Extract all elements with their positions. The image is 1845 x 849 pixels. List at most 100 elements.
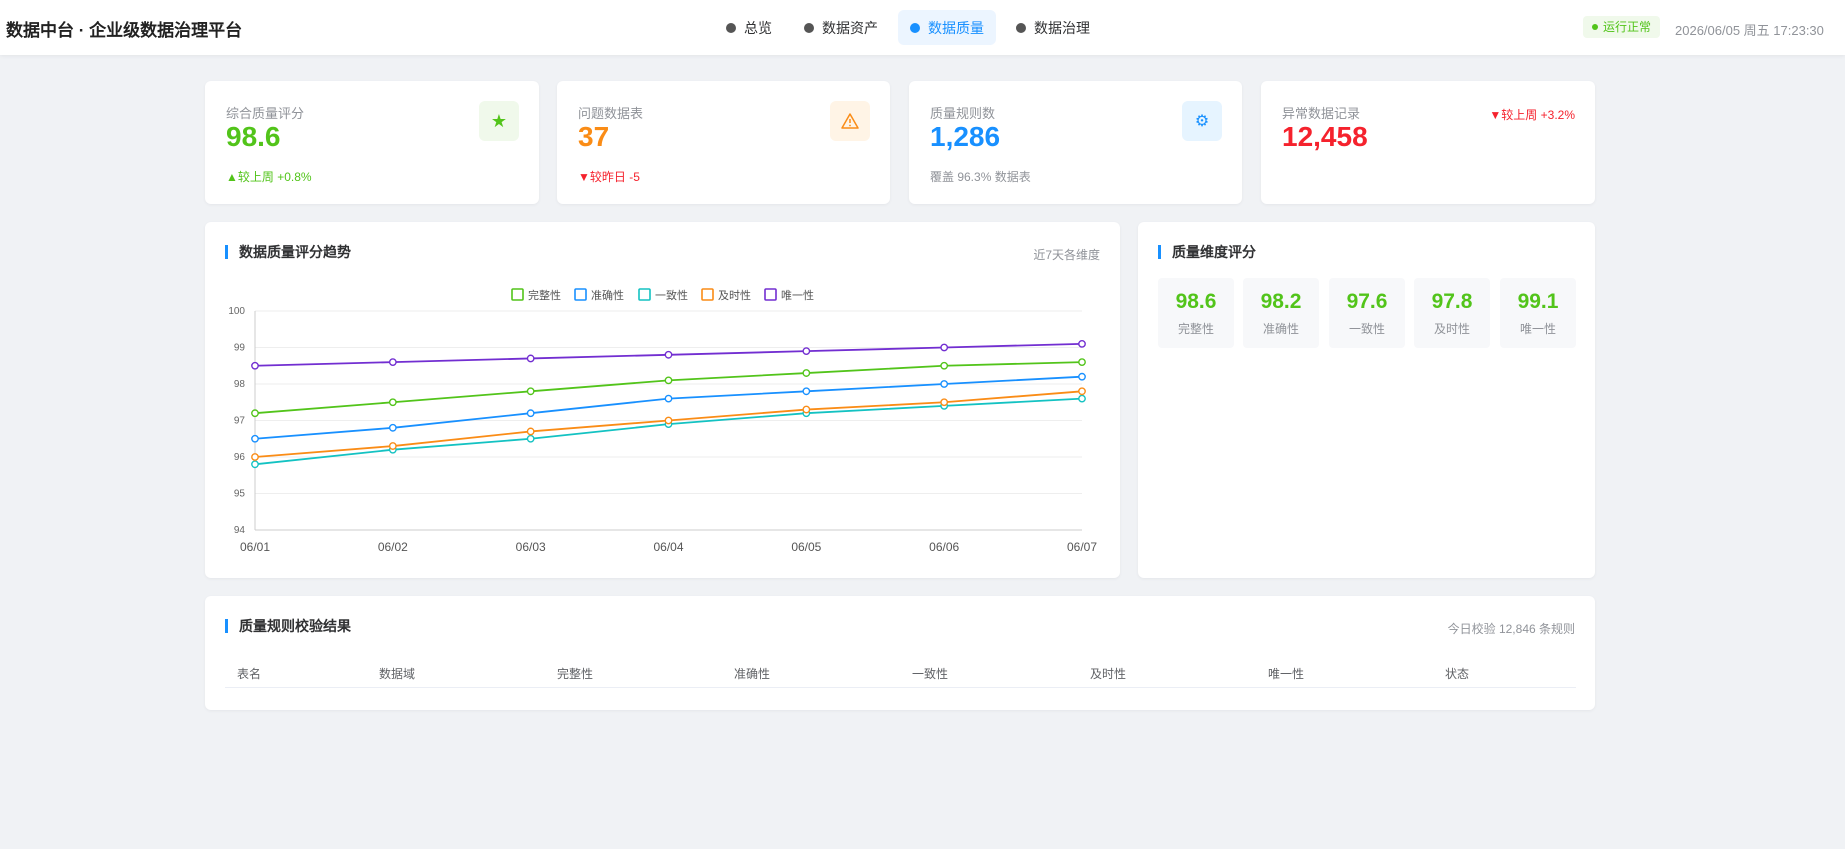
x-tick-label: 06/06	[929, 540, 959, 554]
dimension-score-completeness: 98.6 完整性	[1158, 278, 1234, 348]
data-point	[526, 354, 535, 363]
stat-title: 问题数据表	[578, 106, 644, 121]
dimension-panel: 质量维度评分 98.6 完整性 98.2 准确性 97.6 一致性 97.8 及…	[1138, 222, 1595, 578]
data-point	[802, 405, 811, 414]
data-point	[1078, 387, 1086, 396]
main-nav: 总览 数据资产 数据质量 数据治理	[714, 10, 1102, 45]
dimension-label: 唯一性	[1519, 322, 1556, 336]
nav-label: 数据治理	[1034, 19, 1090, 36]
y-tick-label: 100	[228, 306, 245, 317]
data-point	[251, 434, 259, 443]
dimension-value: 97.6	[1346, 290, 1388, 313]
x-tick-label: 06/01	[240, 540, 270, 554]
column-header[interactable]: 准确性	[734, 667, 771, 681]
gear-icon: ⚙	[1182, 101, 1222, 141]
data-point	[388, 358, 397, 367]
nav-label: 数据资产	[822, 19, 878, 36]
brand-title: 数据中台 · 企业级数据治理平台	[6, 21, 243, 40]
star-icon: ★	[479, 101, 519, 141]
column-header[interactable]: 完整性	[557, 667, 594, 681]
nav-quality[interactable]: 数据质量	[898, 10, 996, 45]
status-badge: 运行正常	[1583, 16, 1661, 38]
rules-panel: 质量规则校验结果 今日校验 12,846 条规则 表名 数据域 完整性 准确性 …	[205, 596, 1595, 710]
stat-value: 12,458	[1282, 121, 1368, 152]
panel-subtitle: 近7天各维度	[1033, 248, 1100, 262]
legend-label: 及时性	[718, 288, 751, 302]
data-point	[940, 361, 949, 370]
dimension-label: 一致性	[1348, 322, 1385, 336]
data-point	[1078, 339, 1086, 348]
y-tick-label: 97	[234, 416, 246, 427]
stat-trend: ▼较上周 +3.2%	[1489, 108, 1575, 122]
status-text: 运行正常	[1603, 20, 1652, 34]
dimension-value: 97.8	[1431, 290, 1473, 313]
nav-label: 总览	[744, 19, 772, 36]
stat-title: 质量规则数	[930, 106, 996, 121]
stat-title: 综合质量评分	[226, 106, 305, 121]
series-line	[254, 397, 1083, 466]
dimension-label: 准确性	[1262, 322, 1299, 336]
dot-icon	[1016, 22, 1026, 33]
stat-value: 98.6	[226, 121, 281, 152]
legend-swatch	[511, 288, 524, 301]
stat-card-abnormal-records: 异常数据记录 12,458 ▼较上周 +3.2%	[1261, 81, 1595, 204]
y-tick-label: 99	[234, 343, 246, 354]
dot-icon	[804, 22, 814, 33]
legend-swatch	[638, 288, 651, 301]
dot-icon	[726, 22, 736, 33]
column-header[interactable]: 唯一性	[1268, 667, 1305, 681]
dimension-score-consistency: 97.6 一致性	[1329, 278, 1405, 348]
data-point	[664, 416, 673, 425]
warning-icon	[830, 101, 870, 141]
stat-trend: ▼较昨日 -5	[578, 170, 640, 184]
trend-panel: 数据质量评分趋势 近7天各维度 94 95 96 97 98 99 100 06/01 06/0…	[205, 222, 1120, 578]
stat-value: 1,286	[930, 121, 1001, 152]
data-point	[388, 398, 397, 407]
y-tick-label: 95	[234, 489, 246, 500]
column-header[interactable]: 一致性	[912, 667, 949, 681]
data-point	[251, 361, 259, 370]
panel-title: 质量维度评分	[1158, 245, 1256, 259]
dimension-score-accuracy: 98.2 准确性	[1243, 278, 1319, 348]
column-header[interactable]: 表名	[237, 667, 262, 681]
column-header[interactable]: 数据域	[379, 667, 416, 681]
column-header[interactable]: 状态	[1445, 667, 1470, 681]
data-point	[1078, 372, 1086, 381]
data-point	[940, 380, 949, 388]
y-tick-label: 96	[234, 452, 246, 463]
dimension-label: 及时性	[1433, 322, 1470, 336]
nav-governance[interactable]: 数据治理	[1004, 10, 1102, 45]
table-header: 表名 数据域 完整性 准确性 一致性 及时性 唯一性 状态	[225, 659, 1576, 688]
data-point	[526, 387, 535, 396]
data-point	[664, 376, 673, 385]
nav-overview[interactable]: 总览	[714, 10, 784, 45]
panel-subtitle: 今日校验 12,846 条规则	[1447, 622, 1575, 636]
legend-swatch	[701, 288, 714, 301]
dimension-label: 完整性	[1177, 322, 1214, 336]
legend-label: 准确性	[591, 288, 624, 302]
datetime: 2026/06/05 周五 17:23:30	[1675, 23, 1824, 38]
x-tick-label: 06/04	[653, 540, 683, 554]
stat-value: 37	[578, 121, 610, 152]
data-point	[526, 409, 535, 418]
data-point	[940, 343, 949, 352]
series-line	[254, 375, 1083, 440]
nav-assets[interactable]: 数据资产	[792, 10, 890, 45]
data-point	[388, 423, 397, 432]
top-bar: 数据中台 · 企业级数据治理平台 总览 数据资产 数据质量 数据治理 运行正常 …	[0, 0, 1845, 55]
data-point	[802, 369, 811, 377]
column-header[interactable]: 及时性	[1090, 667, 1127, 681]
stat-title: 异常数据记录	[1282, 106, 1361, 121]
stat-trend: ▲较上周 +0.8%	[226, 170, 312, 184]
y-tick-label: 94	[234, 525, 246, 536]
legend-swatch	[574, 288, 587, 301]
x-tick-label: 06/02	[378, 540, 408, 554]
dimension-value: 99.1	[1517, 290, 1559, 313]
status-dot-icon	[1592, 23, 1598, 30]
dimension-score-uniqueness: 99.1 唯一性	[1500, 278, 1576, 348]
data-point	[251, 460, 259, 469]
data-point	[802, 387, 811, 396]
x-tick-label: 06/03	[516, 540, 546, 554]
data-point	[802, 347, 811, 356]
nav-label: 数据质量	[928, 19, 984, 36]
